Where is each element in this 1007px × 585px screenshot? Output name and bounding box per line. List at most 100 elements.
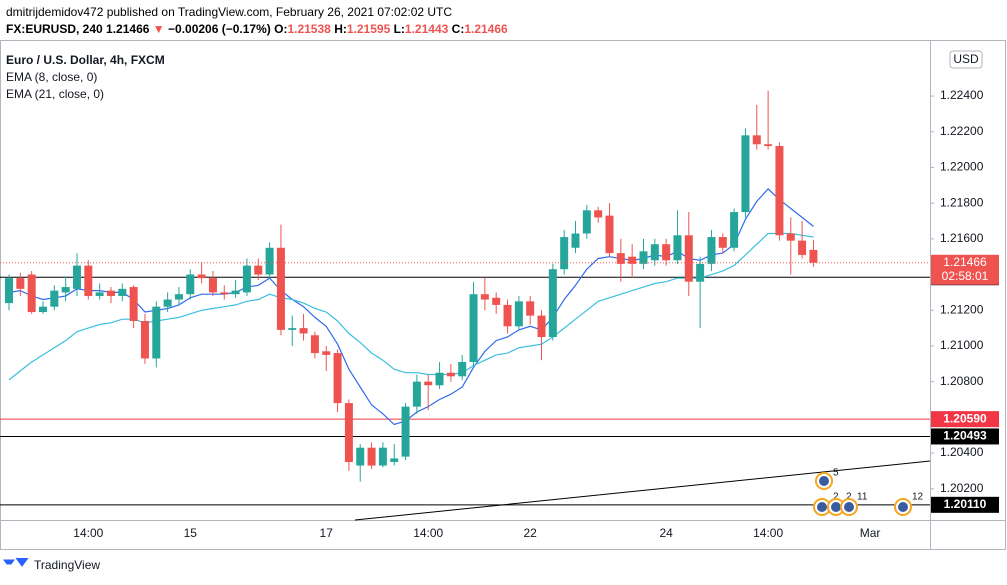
candle-body	[582, 210, 591, 234]
price-label: 1.20493	[943, 429, 987, 443]
x-tick-label: 14:00	[753, 526, 783, 540]
candle-body	[764, 144, 773, 147]
last-price: 1.21466	[106, 22, 150, 36]
x-tick-label: 15	[184, 526, 198, 540]
candle-body	[333, 353, 342, 404]
y-tick-label: 1.22000	[940, 160, 984, 174]
candle-body	[605, 215, 614, 254]
o-label: O:	[274, 22, 288, 36]
candle-body	[186, 274, 195, 295]
price-label-box	[931, 496, 999, 513]
candle-body	[367, 447, 376, 466]
y-tick-label: 1.21600	[940, 231, 984, 245]
h-value: 1.21595	[346, 22, 391, 36]
candle-body	[401, 406, 410, 457]
logo-icon	[3, 557, 29, 567]
arrow: ▼	[152, 22, 165, 36]
candle-body	[526, 301, 535, 316]
candle-body	[718, 237, 727, 248]
candle-body	[673, 235, 682, 261]
legend-entry: EMA (21, close, 0)	[6, 87, 104, 101]
y-tick-label: 1.20200	[940, 481, 984, 495]
candle-body	[378, 447, 387, 466]
candle-body	[741, 135, 750, 213]
candle-body	[5, 278, 13, 304]
publisher: dmitrijdemidov472 published on TradingVi…	[6, 5, 453, 19]
event-count: 2	[846, 492, 852, 503]
candle-body	[390, 458, 399, 462]
candle-body	[628, 256, 637, 264]
trend-line	[354, 460, 931, 521]
x-tick-label: 14:00	[73, 526, 103, 540]
candle-body	[548, 269, 557, 338]
candle-body	[322, 351, 331, 355]
candle-body	[650, 244, 659, 261]
y-tick-label: 1.21000	[940, 338, 984, 352]
x-tick-label: 24	[659, 526, 673, 540]
frame	[0, 40, 1006, 550]
candle-body	[72, 265, 81, 289]
legend-entry: EMA (8, close, 0)	[6, 70, 97, 84]
y-tick-label: 1.22200	[940, 124, 984, 138]
candle-body	[662, 244, 671, 261]
candle-body	[95, 292, 104, 296]
candle-body	[424, 381, 433, 386]
x-tick-label: Mar	[860, 526, 881, 540]
publisher-line: dmitrijdemidov472 published on TradingVi…	[6, 5, 452, 19]
footer-brand: TradingView	[34, 558, 100, 572]
h-label: H:	[334, 22, 347, 36]
candle-body	[163, 299, 172, 307]
candle-body	[61, 287, 70, 293]
candle-body	[208, 278, 217, 293]
candle-body	[265, 247, 274, 275]
countdown: 02:58:01	[942, 269, 989, 283]
candle-body	[242, 265, 251, 293]
currency-button[interactable]	[949, 50, 983, 69]
candle-body	[84, 265, 93, 296]
event-flag	[817, 502, 827, 512]
candle-body	[129, 287, 138, 321]
y-tick-label: 1.20800	[940, 374, 984, 388]
chart-title: Euro / U.S. Dollar, 4h, FXCM	[6, 53, 165, 67]
candle-body	[514, 301, 523, 327]
candle-body	[27, 274, 36, 313]
candle-body	[537, 315, 546, 338]
candle-body	[594, 210, 603, 218]
ohlc-line: FX:EURUSD, 240 1.21466 ▼ −0.00206 (−0.17…	[6, 22, 508, 36]
event-count: 5	[833, 468, 839, 479]
price-label-box	[931, 411, 999, 428]
candle-body	[197, 274, 206, 279]
candle-body	[707, 237, 716, 264]
x-tick-label: 22	[524, 526, 538, 540]
candle-body	[254, 265, 263, 275]
candle-body	[174, 294, 183, 300]
event-flag	[898, 502, 908, 512]
price-label: 1.20110	[944, 497, 987, 511]
candle-body	[220, 292, 229, 295]
candle-body	[492, 297, 501, 305]
candle-body	[775, 146, 784, 236]
candle-body	[276, 247, 285, 330]
y-tick-label: 1.20400	[940, 445, 984, 459]
last-price-box	[931, 254, 999, 285]
price-label: 1.20590	[943, 411, 987, 425]
candle-body	[310, 335, 319, 354]
candle-body	[458, 362, 467, 377]
candle-body	[140, 320, 149, 359]
candle-body	[786, 233, 795, 241]
last-price-label: 1.21466	[943, 255, 987, 269]
event-flag	[831, 502, 841, 512]
currency: USD	[953, 52, 979, 66]
event-flag	[844, 502, 854, 512]
y-tick-label: 1.22400	[940, 88, 984, 102]
candle-body	[118, 288, 127, 296]
candle-body	[616, 253, 625, 264]
candle-body	[435, 372, 444, 386]
candle-body	[344, 403, 353, 462]
event-count: 12	[912, 492, 924, 503]
x-tick-label: 17	[320, 526, 334, 540]
candle-body	[152, 306, 161, 359]
candle-body	[684, 235, 693, 282]
candle-body	[288, 328, 297, 330]
